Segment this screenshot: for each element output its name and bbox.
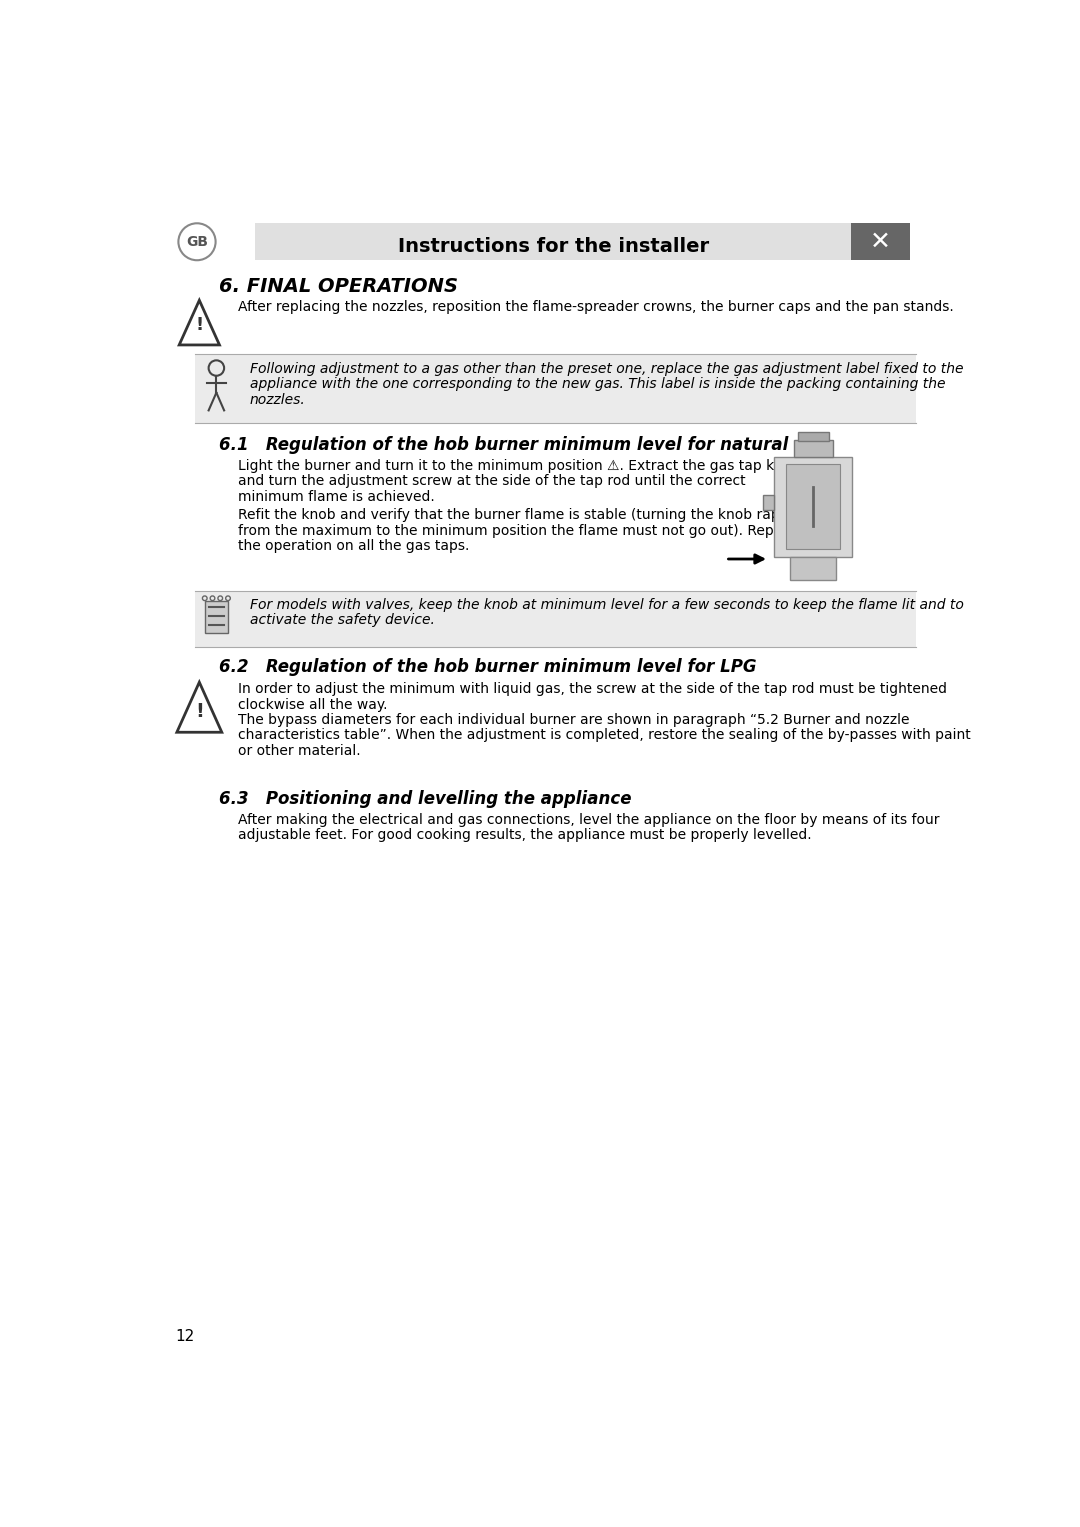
Text: 6.2   Regulation of the hob burner minimum level for LPG: 6.2 Regulation of the hob burner minimum…: [218, 658, 756, 675]
Bar: [255, 223, 852, 260]
Bar: [195, 591, 916, 647]
Bar: [762, 495, 774, 510]
Bar: [794, 440, 833, 457]
Text: from the maximum to the minimum position the flame must not go out). Repeat: from the maximum to the minimum position…: [238, 524, 796, 538]
Text: Light the burner and turn it to the minimum position ⚠. Extract the gas tap knob: Light the burner and turn it to the mini…: [238, 460, 800, 473]
Bar: [205, 600, 228, 632]
Bar: [195, 354, 916, 423]
Bar: [774, 457, 852, 557]
Bar: [851, 223, 910, 260]
Bar: [786, 464, 840, 550]
Bar: [798, 432, 828, 441]
Text: appliance with the one corresponding to the new gas. This label is inside the pa: appliance with the one corresponding to …: [249, 377, 945, 391]
Text: and turn the adjustment screw at the side of the tap rod until the correct: and turn the adjustment screw at the sid…: [238, 475, 745, 489]
Text: Refit the knob and verify that the burner flame is stable (turning the knob rapi: Refit the knob and verify that the burne…: [238, 508, 805, 522]
Text: 12: 12: [175, 1330, 194, 1344]
Text: 6. FINAL OPERATIONS: 6. FINAL OPERATIONS: [218, 278, 458, 296]
Bar: [789, 557, 836, 580]
Text: nozzles.: nozzles.: [249, 392, 306, 406]
Text: activate the safety device.: activate the safety device.: [249, 612, 434, 628]
Text: characteristics table”. When the adjustment is completed, restore the sealing of: characteristics table”. When the adjustm…: [238, 728, 971, 742]
Text: clockwise all the way.: clockwise all the way.: [238, 698, 388, 712]
Text: Following adjustment to a gas other than the preset one, replace the gas adjustm: Following adjustment to a gas other than…: [249, 362, 963, 376]
Text: In order to adjust the minimum with liquid gas, the screw at the side of the tap: In order to adjust the minimum with liqu…: [238, 683, 947, 696]
Text: the operation on all the gas taps.: the operation on all the gas taps.: [238, 539, 470, 553]
Text: minimum flame is achieved.: minimum flame is achieved.: [238, 490, 435, 504]
Text: !: !: [195, 316, 203, 334]
Text: 6.3   Positioning and levelling the appliance: 6.3 Positioning and levelling the applia…: [218, 789, 631, 808]
Text: After making the electrical and gas connections, level the appliance on the floo: After making the electrical and gas conn…: [238, 812, 940, 828]
Text: Instructions for the installer: Instructions for the installer: [397, 237, 710, 257]
Text: or other material.: or other material.: [238, 744, 361, 757]
Text: GB: GB: [186, 235, 208, 249]
Text: After replacing the nozzles, reposition the flame-spreader crowns, the burner ca: After replacing the nozzles, reposition …: [238, 301, 954, 315]
Text: For models with valves, keep the knob at minimum level for a few seconds to keep: For models with valves, keep the knob at…: [249, 597, 963, 611]
Text: 6.1   Regulation of the hob burner minimum level for natural gas: 6.1 Regulation of the hob burner minimum…: [218, 435, 827, 454]
Text: !: !: [194, 702, 204, 721]
Text: adjustable feet. For good cooking results, the appliance must be properly levell: adjustable feet. For good cooking result…: [238, 829, 812, 843]
Text: ✕: ✕: [870, 229, 891, 253]
Text: The bypass diameters for each individual burner are shown in paragraph “5.2 Burn: The bypass diameters for each individual…: [238, 713, 909, 727]
